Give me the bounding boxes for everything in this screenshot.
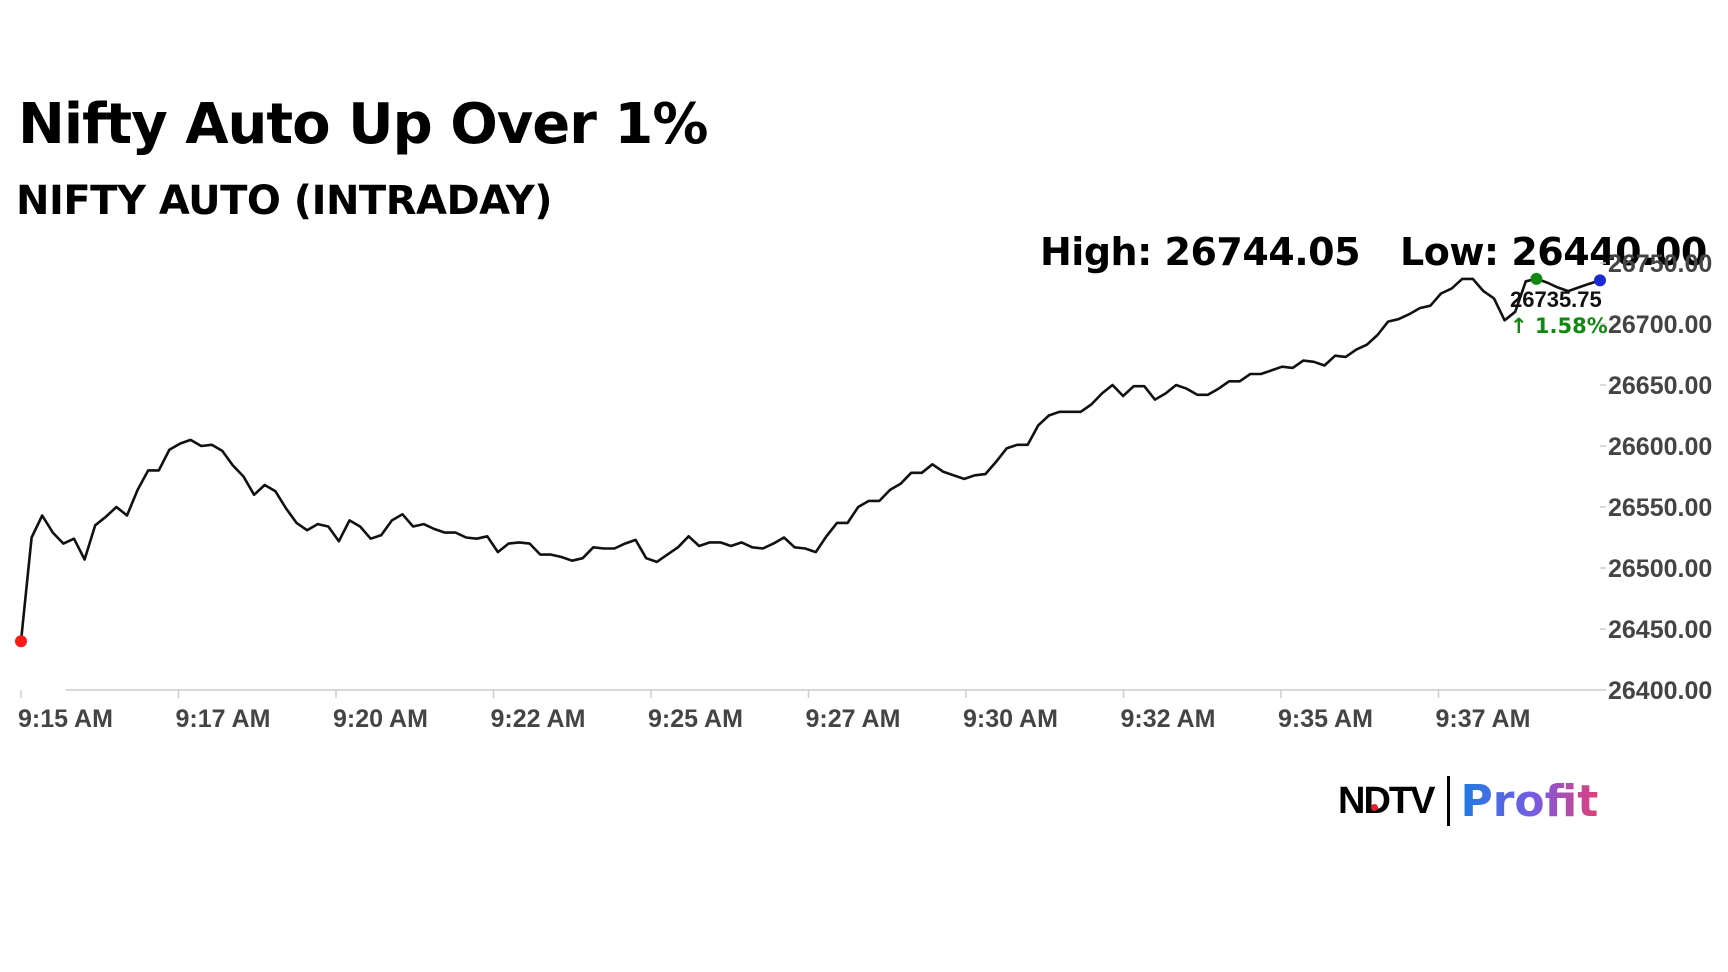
x-tick-label: 9:30 AM bbox=[963, 705, 1058, 733]
ndtv-profit-logo: NDTV Profit bbox=[1338, 772, 1598, 830]
logo-profit-text: Profit bbox=[1460, 775, 1599, 827]
y-tick-label: 26400.00 bbox=[1608, 677, 1712, 705]
y-tick-label: 26650.00 bbox=[1608, 372, 1712, 400]
x-tick-label: 9:25 AM bbox=[648, 705, 743, 733]
x-tick-label: 9:17 AM bbox=[176, 705, 271, 733]
chart-plot-area: 26735.75↑ 1.58% bbox=[15, 272, 1608, 648]
y-tick-label: 26750.00 bbox=[1608, 250, 1712, 278]
y-tick-label: 26500.00 bbox=[1608, 555, 1712, 583]
last-price-label: 26735.75 bbox=[1510, 287, 1602, 312]
logo-ndtv-label: NDTV bbox=[1338, 779, 1435, 822]
x-tick-label: 9:35 AM bbox=[1278, 705, 1373, 733]
logo-divider bbox=[1447, 776, 1451, 826]
low-point-marker bbox=[15, 635, 27, 648]
chart-subtitle: NIFTY AUTO (INTRADAY) bbox=[16, 178, 553, 224]
x-tick-label: 9:20 AM bbox=[333, 705, 428, 733]
high-value: High: 26744.05 bbox=[1040, 230, 1361, 274]
price-line-series bbox=[19, 277, 1601, 642]
y-tick-label: 26600.00 bbox=[1608, 433, 1712, 461]
price-change-label: ↑ 1.58% bbox=[1510, 314, 1608, 338]
x-tick-label: 9:37 AM bbox=[1436, 705, 1531, 733]
x-tick-label: 9:27 AM bbox=[806, 705, 901, 733]
logo-red-dot bbox=[1371, 803, 1378, 811]
low-value: Low: 26440.00 bbox=[1400, 230, 1707, 274]
logo-ndtv-text: NDTV bbox=[1338, 779, 1435, 823]
x-tick-label: 9:22 AM bbox=[491, 705, 586, 733]
x-tick-label: 9:32 AM bbox=[1121, 705, 1216, 733]
chart-axes: 26400.00 26450.00 26500.00 26550.00 26600.00… bbox=[18, 250, 1712, 733]
y-tick-label: 26700.00 bbox=[1608, 311, 1712, 339]
headline: Nifty Auto Up Over 1% bbox=[18, 92, 708, 157]
y-tick-label: 26550.00 bbox=[1608, 494, 1712, 522]
x-tick-label: 9:15 AM bbox=[18, 705, 113, 733]
high-point-marker bbox=[1530, 272, 1543, 285]
last-point-marker bbox=[1594, 274, 1606, 287]
y-tick-label: 26450.00 bbox=[1608, 616, 1712, 644]
